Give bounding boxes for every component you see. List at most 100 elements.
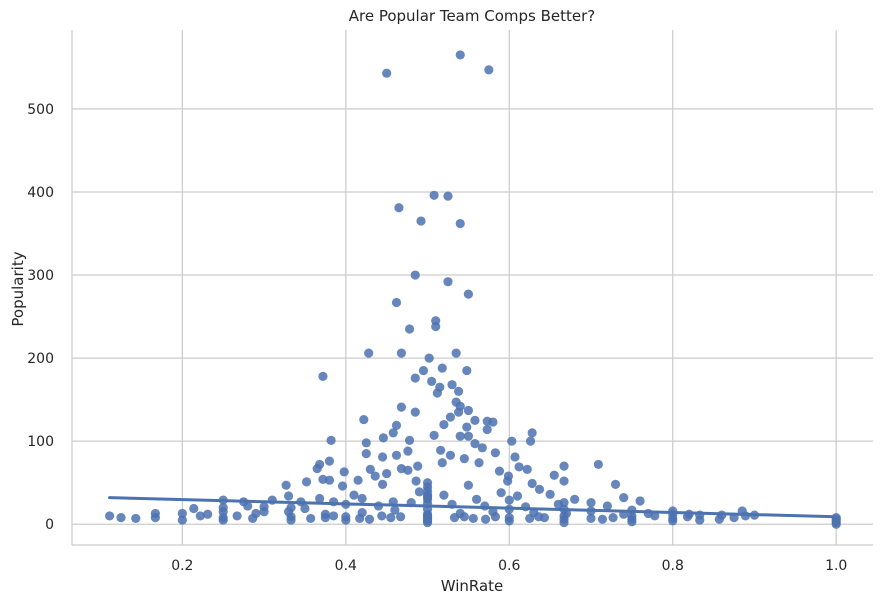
data-point [410,373,420,383]
y-tick-labels: 0 100 200 300 400 500 [27,102,54,533]
data-point [539,512,550,523]
data-point [404,435,415,445]
data-point [391,420,402,430]
data-point [454,407,464,417]
data-point [370,471,380,481]
data-point [534,484,545,494]
data-point [396,402,406,412]
data-point [177,515,187,525]
data-point [462,422,472,432]
data-point [480,514,491,524]
data-point [593,459,603,470]
data-point [382,68,392,78]
data-point [437,458,447,468]
y-tick-label: 400 [27,185,54,201]
data-point [391,297,402,308]
data-point [445,412,456,422]
axes [71,30,873,546]
data-point [150,508,160,519]
data-point [422,511,433,521]
data-point [490,448,500,458]
chart-title: Are Popular Team Comps Better? [349,7,596,25]
data-point [455,50,465,60]
data-point [300,503,310,514]
data-point [189,503,199,514]
x-axis-title: WinRate [441,577,504,595]
data-point [586,498,596,508]
data-point [488,417,498,427]
data-point [494,466,505,476]
data-point [559,511,569,521]
data-point [324,456,335,466]
x-tick-label: 0.8 [662,558,684,574]
data-point [463,480,474,490]
data-point [484,65,494,75]
y-tick-label: 500 [27,102,54,118]
data-point [403,446,413,456]
data-point [195,511,205,521]
data-point [403,465,413,475]
data-point [413,461,423,471]
data-point [391,450,402,460]
data-point [496,488,506,498]
data-point [339,467,349,477]
data-point [411,476,421,486]
data-point [482,424,492,435]
data-point [341,512,351,522]
data-point [514,462,524,472]
data-point [439,419,449,430]
data-point [281,480,291,490]
data-point [377,511,387,521]
data-point [320,512,330,523]
data-point [427,376,437,386]
data-point [357,493,367,504]
data-point [471,494,482,504]
data-point [443,277,453,287]
data-point [349,490,359,500]
data-point [459,454,469,464]
data-point [474,458,484,468]
data-point [602,501,612,511]
data-point [315,459,325,470]
data-point [218,503,228,513]
data-point [364,348,374,358]
data-point [386,512,396,523]
data-point [337,481,348,491]
data-point [429,190,439,200]
y-tick-label: 0 [45,517,54,533]
data-point [248,513,258,524]
data-point [463,405,474,416]
data-point [445,450,456,460]
data-point [619,493,629,503]
data-point [418,365,429,376]
data-point [365,464,375,475]
data-point [324,475,335,485]
data-point [522,464,532,475]
data-point [549,470,559,480]
y-axis-title: Popularity [9,251,27,326]
data-point [610,479,621,489]
data-point [404,324,415,334]
x-tick-label: 1.0 [825,558,847,574]
data-point [451,348,461,358]
scatter-points [104,50,841,529]
data-point [396,348,406,358]
x-tick-label: 0.2 [171,558,193,574]
data-point [455,218,465,229]
data-point [443,191,453,201]
data-point [439,490,449,500]
data-point [377,452,388,462]
data-point [390,505,400,515]
data-point [416,216,426,226]
data-point [437,363,447,373]
data-point [635,496,645,506]
data-point [326,435,336,445]
data-point [454,386,464,396]
data-point [218,512,228,523]
data-point [504,495,514,505]
data-point [559,461,569,471]
x-tick-labels: 0.2 0.4 0.6 0.8 1.0 [171,558,847,574]
y-tick-label: 200 [27,351,54,367]
x-tick-label: 0.6 [498,558,520,574]
